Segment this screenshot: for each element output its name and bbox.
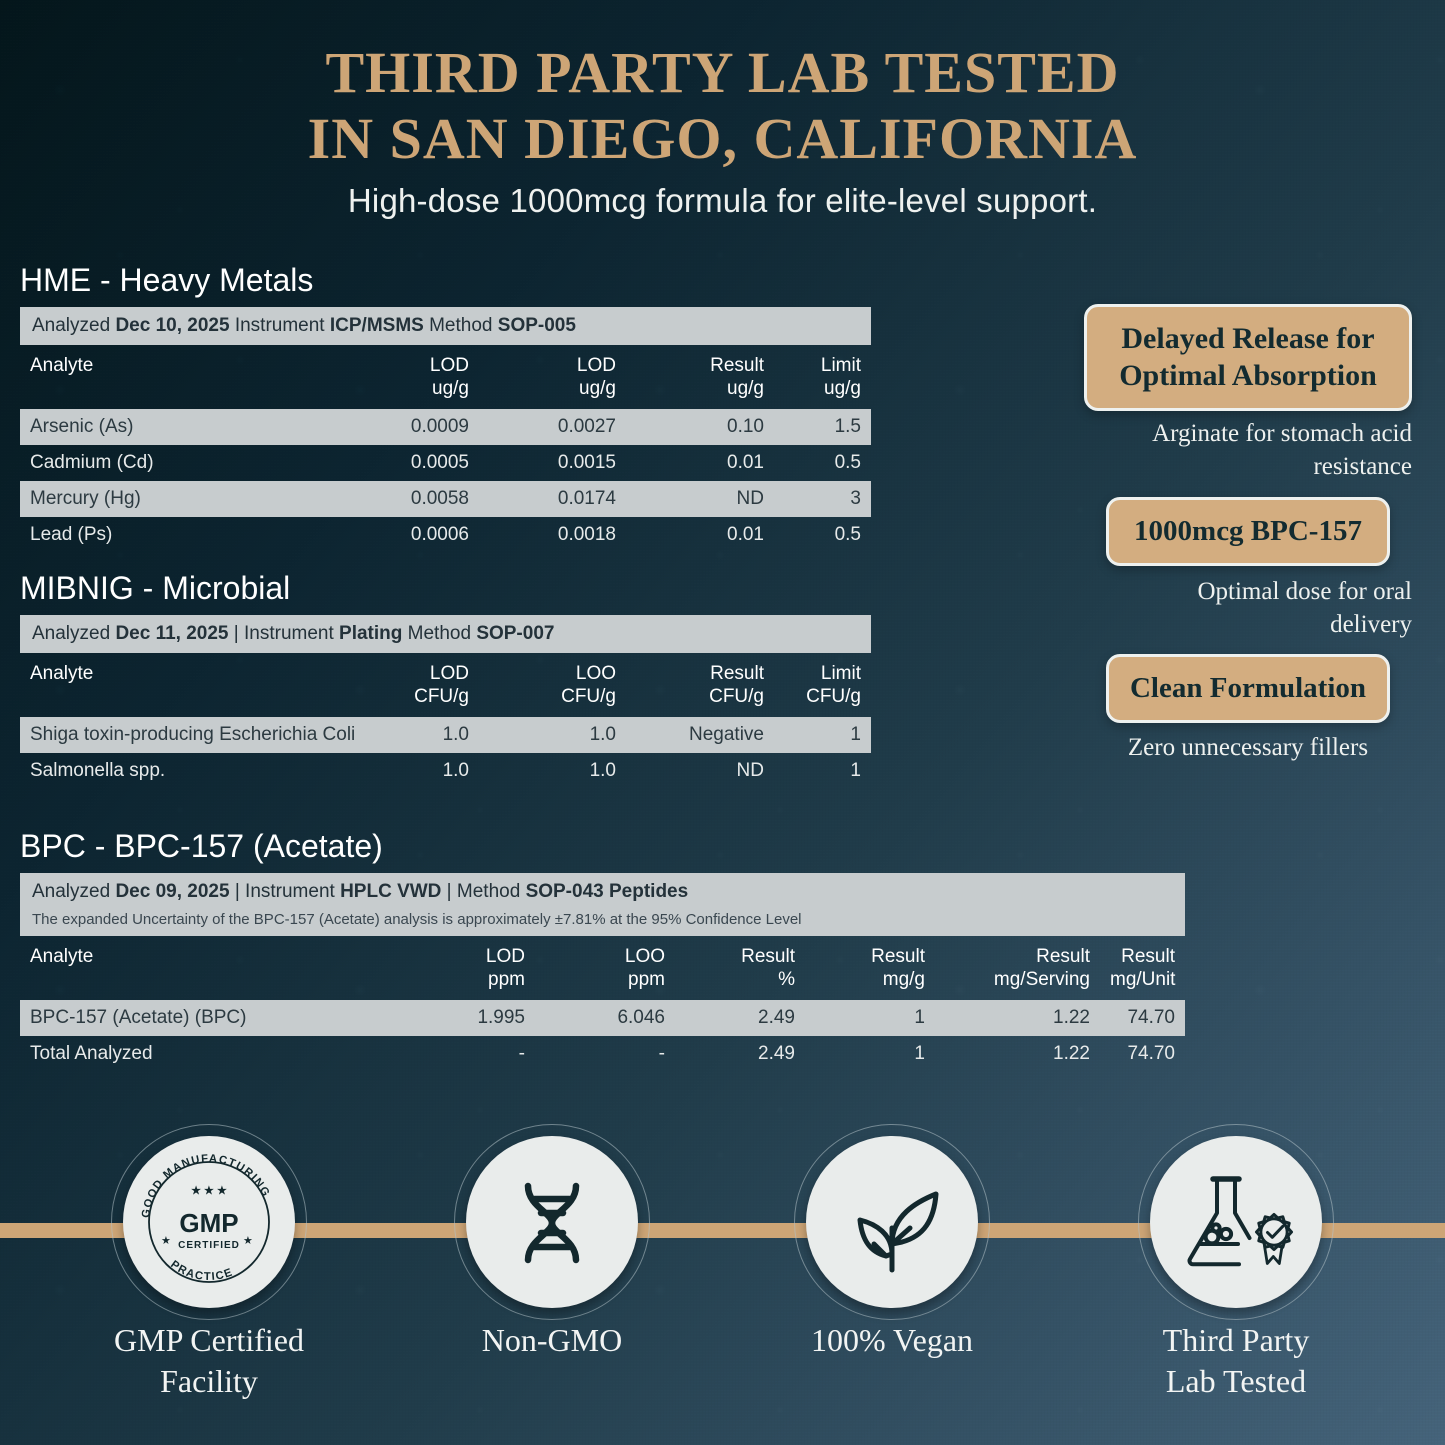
svg-text:★: ★: [161, 1235, 171, 1247]
svg-text:★ ★ ★: ★ ★ ★: [191, 1185, 227, 1197]
svg-text:PRACTICE: PRACTICE: [168, 1259, 235, 1284]
svg-text:GMP: GMP: [179, 1208, 238, 1238]
svg-text:★: ★: [243, 1235, 253, 1247]
svg-text:CERTIFIED: CERTIFIED: [178, 1240, 240, 1251]
